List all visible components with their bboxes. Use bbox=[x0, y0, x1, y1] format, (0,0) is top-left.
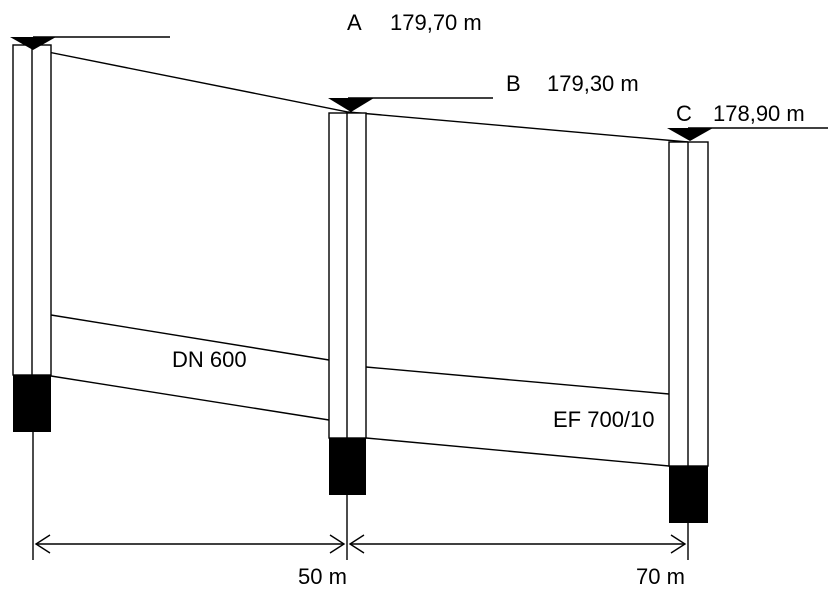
manhole-c-elevation: 178,90 m bbox=[713, 101, 805, 126]
pipe-label-dn600: DN 600 bbox=[172, 347, 247, 372]
pipe1-bottom-line bbox=[50, 375, 330, 421]
manhole-b-level-triangle bbox=[328, 98, 374, 112]
pipe1-top-line bbox=[50, 314, 330, 361]
manhole-c-id: C bbox=[676, 101, 692, 126]
dimension-bc-arrow-right bbox=[670, 534, 687, 554]
distance-label-ab: 50 m bbox=[298, 564, 347, 589]
pipe-label-ef700: EF 700/10 bbox=[553, 407, 655, 432]
pipe2-top-line bbox=[365, 366, 670, 395]
manhole-b bbox=[328, 98, 374, 495]
pipe2-bottom-line bbox=[365, 437, 670, 467]
manhole-a-sump bbox=[13, 375, 51, 432]
manhole-b-sump bbox=[329, 438, 366, 495]
ground-surface-line bbox=[12, 44, 689, 143]
manhole-b-id: B bbox=[506, 71, 521, 96]
manhole-c-sump bbox=[669, 466, 708, 523]
manhole-c-level-triangle bbox=[667, 128, 713, 141]
dimension-bc bbox=[348, 534, 687, 554]
manhole-a-elevation: 179,70 m bbox=[390, 10, 482, 35]
dimension-ab-arrow-left bbox=[34, 534, 51, 554]
manhole-a-id: A bbox=[347, 10, 362, 35]
dimension-ab bbox=[34, 534, 346, 554]
manhole-b-elevation: 179,30 m bbox=[547, 71, 639, 96]
manhole-c bbox=[667, 128, 713, 523]
distance-label-bc: 70 m bbox=[636, 564, 685, 589]
dimension-bc-arrow-left bbox=[348, 534, 365, 554]
dimension-ab-arrow-right bbox=[329, 534, 346, 554]
manhole-a-level-triangle bbox=[10, 37, 56, 50]
manhole-a bbox=[10, 37, 56, 432]
